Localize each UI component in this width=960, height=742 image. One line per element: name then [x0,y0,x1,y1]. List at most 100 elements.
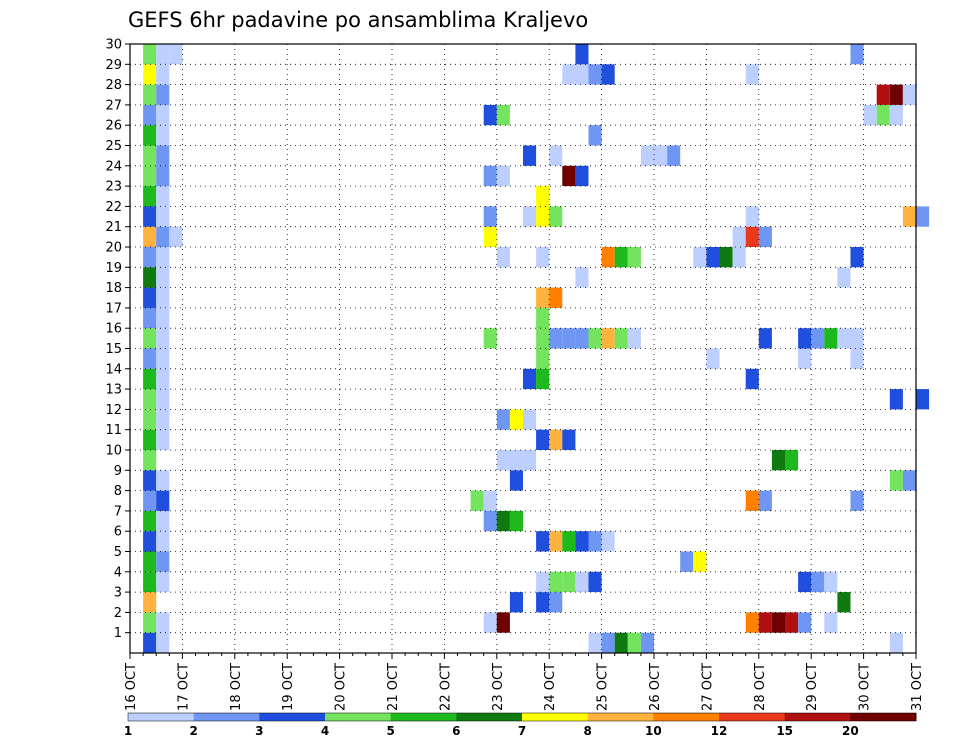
cell-m13-81 [916,389,930,410]
cell-m9-59 [509,470,523,491]
cell-m18-115 [536,287,550,308]
cell-m29-184 [588,64,602,85]
y-tick-label-25: 25 [105,139,122,154]
y-tick-label-21: 21 [105,220,122,235]
cell-m29-185 [601,64,615,85]
y-tick-label-17: 17 [105,301,122,316]
cell-m7-48 [496,510,510,532]
x-tick-label-7: 23 OCT [491,663,506,711]
cell-m21-138 [745,226,759,247]
cell-m14-85 [536,368,550,390]
cell-m22-148 [916,206,930,227]
cell-m15-88 [156,348,170,369]
cell-m6-40 [549,531,563,552]
cell-m27-171 [496,104,510,126]
cell-m4-24 [156,571,170,593]
cell-m27-169 [156,104,170,126]
cell-m22-143 [523,206,537,227]
cell-m27-170 [483,104,497,126]
colorbar-label-20: 20 [842,724,859,738]
cell-m2-10 [483,612,497,633]
cells-layer [143,44,930,653]
cell-m27-168 [143,104,157,126]
y-tick-label-26: 26 [105,119,122,134]
cell-m20-122 [156,247,170,268]
cell-m2-8 [143,612,157,633]
cell-m11-69 [156,429,170,450]
cell-m25-161 [549,145,563,166]
y-tick-label-12: 12 [105,403,122,418]
cell-m24-152 [143,165,157,187]
cell-m3-22 [837,592,851,613]
colorbar-label-7: 7 [518,724,526,738]
cell-m11-68 [143,429,157,450]
cell-m10-65 [523,450,537,471]
colorbar-swatch-11 [850,713,917,721]
colorbar-swatch-8 [653,713,720,721]
cell-m7-46 [156,510,170,532]
cell-m20-125 [601,247,615,268]
cell-m6-42 [575,531,589,552]
cell-m29-182 [562,64,576,85]
colorbar-swatch-10 [784,713,851,721]
cell-m28-179 [902,84,916,105]
y-tick-label-11: 11 [105,423,122,438]
colorbar-swatch-5 [456,713,523,721]
y-tick-label-19: 19 [105,261,122,276]
cell-m3-20 [536,592,550,613]
cell-m4-25 [536,571,550,593]
cell-m14-84 [523,368,537,390]
x-axis: 16 OCT 17 OCT 18 OCT 19 OCT 20 OCT 21 OCT 22 O… [124,653,925,711]
y-tick-label-30: 30 [105,38,122,53]
cell-m15-91 [798,348,812,369]
cell-m1-2 [588,632,602,653]
y-tick-label-10: 10 [105,444,122,459]
cell-m2-9 [156,612,170,633]
x-tick-label-13: 29 OCT [805,663,820,711]
cell-m16-96 [536,328,550,349]
cell-m4-27 [562,571,576,593]
cell-m7-45 [143,510,157,532]
cell-m13-79 [156,389,170,410]
cell-m11-72 [562,429,576,450]
colorbar-label-6: 6 [452,724,460,738]
cell-m10-67 [785,450,799,471]
cell-m20-123 [496,247,510,268]
y-tick-label-16: 16 [105,322,122,337]
cell-m10-62 [143,450,157,471]
y-tick-label-13: 13 [105,383,122,398]
cell-m24-156 [562,165,576,187]
cell-m27-172 [863,104,877,126]
cell-m24-153 [156,165,170,187]
cell-m3-19 [509,592,523,613]
y-tick-label-20: 20 [105,241,122,256]
cell-m3-21 [549,592,563,613]
cell-m26-167 [588,125,602,146]
cell-m19-117 [143,267,157,288]
cell-m16-106 [811,328,825,349]
cell-m20-132 [850,247,864,268]
cell-m26-166 [156,125,170,146]
cell-m1-7 [889,632,903,653]
cell-m8-53 [483,490,497,511]
cell-m6-39 [536,531,550,552]
cell-m8-51 [156,490,170,511]
cell-m25-159 [156,145,170,166]
colorbar-label-2: 2 [189,724,197,738]
y-tick-label-5: 5 [114,545,122,560]
cell-m17-112 [536,307,550,329]
cell-m4-23 [143,571,157,593]
cell-m28-177 [876,84,890,105]
colorbar-swatch-7 [587,713,654,721]
cell-m14-83 [156,368,170,390]
x-tick-label-4: 20 OCT [334,663,349,711]
cell-m16-95 [483,328,497,349]
cell-m20-126 [614,247,628,268]
x-tick-label-14: 30 OCT [858,663,873,711]
cell-m8-55 [758,490,772,511]
cell-m2-17 [824,612,838,633]
cell-m22-145 [549,206,563,227]
cell-m4-32 [824,571,838,593]
y-tick-label-27: 27 [105,98,122,113]
